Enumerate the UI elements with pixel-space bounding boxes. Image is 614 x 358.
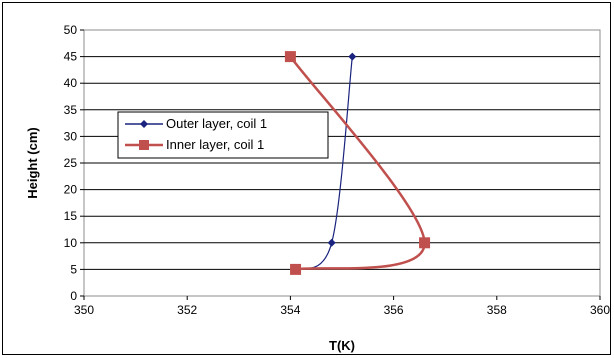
x-tick-label-1: 352 xyxy=(177,303,197,317)
legend-box xyxy=(117,111,329,159)
y-tick-label-7: 35 xyxy=(64,103,78,117)
x-tick-label-3: 356 xyxy=(384,303,404,317)
legend-label-outer: Outer layer, coil 1 xyxy=(166,116,267,131)
series-1-point-1 xyxy=(419,237,431,249)
legend-label-inner: Inner layer, coil 1 xyxy=(166,137,264,152)
series-1-point-2 xyxy=(284,51,296,63)
legend: Outer layer, coil 1 Inner layer, coil 1 xyxy=(117,111,329,159)
y-tick-label-0: 0 xyxy=(70,289,77,303)
y-tick-label-4: 20 xyxy=(64,183,78,197)
y-tick-label-9: 45 xyxy=(64,50,78,64)
y-tick-label-5: 25 xyxy=(64,156,78,170)
y-tick-label-6: 30 xyxy=(64,129,78,143)
y-tick-label-1: 5 xyxy=(70,262,77,276)
x-tick-label-2: 354 xyxy=(280,303,300,317)
y-tick-label-2: 10 xyxy=(64,236,78,250)
y-tick-label-8: 40 xyxy=(64,76,78,90)
series-0-point-2 xyxy=(348,52,357,61)
y-axis-title: Height (cm) xyxy=(25,127,40,199)
x-tick-label-4: 358 xyxy=(487,303,507,317)
y-tick-label-3: 15 xyxy=(64,209,78,223)
legend-marker-inner xyxy=(139,140,149,150)
x-tick-label-0: 350 xyxy=(74,303,94,317)
series-layer xyxy=(284,51,431,275)
y-tick-label-10: 50 xyxy=(64,23,78,37)
series-1-point-0 xyxy=(290,263,302,275)
x-tick-label-5: 360 xyxy=(590,303,610,317)
x-axis-ticks: 350 352 354 356 358 360 xyxy=(74,296,610,317)
legend-marker-outer xyxy=(140,120,148,128)
x-axis-title: T(K) xyxy=(329,338,355,353)
series-0-point-1 xyxy=(327,238,336,247)
y-axis-ticks: 0 5 10 15 20 25 30 35 40 45 50 xyxy=(64,23,84,303)
